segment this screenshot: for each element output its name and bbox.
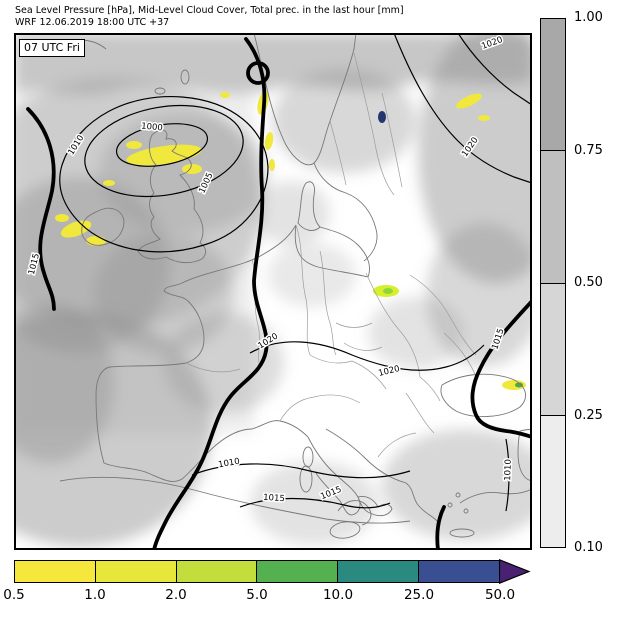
cloud-colorbar-segment: [541, 19, 565, 152]
cloud-colorbar-segment: [541, 415, 565, 547]
precip-colorbar: [14, 560, 500, 583]
coastlines: [59, 33, 532, 539]
precip-colorbar-tick: 25.0: [403, 587, 435, 603]
precip-colorbar-segment: [338, 561, 420, 582]
precip-colorbar-arrow: [499, 559, 531, 584]
precip-colorbar-tick: 2.0: [165, 587, 187, 603]
cloud-colorbar-segment: [541, 283, 565, 416]
precip-colorbar-tick: 5.0: [246, 587, 268, 603]
map-panel: 1010 1000 1005 1015 1020 1020 1020 1020 1015 1010…: [14, 33, 532, 550]
contour-label: 1020: [377, 364, 400, 379]
contour-label: 1010: [218, 457, 241, 471]
pressure-contours-thick: [26, 37, 532, 550]
map-border: [14, 33, 532, 550]
contour-label: 1000: [141, 122, 163, 134]
precip-colorbar-segment: [95, 561, 177, 582]
precip-colorbar-tick: 50.0: [484, 587, 516, 603]
precip-colorbar-segment: [176, 561, 258, 582]
country-borders: [185, 52, 477, 458]
cloud-colorbar-segment: [541, 151, 565, 284]
contour-label: 1010: [503, 459, 514, 481]
precip-colorbar-tick: 0.5: [3, 587, 25, 603]
valid-time-badge: 07 UTC Fri: [19, 39, 85, 57]
cloud-colorbar-tick: 0.75: [574, 142, 603, 158]
precip-colorbar-ticks: 0.5 1.0 2.0 5.0 10.0 25.0 50.0: [3, 587, 554, 605]
europe-map: 1010100010051015102010201020102010151010…: [14, 33, 532, 550]
figure-subtitle: WRF 12.06.2019 18:00 UTC +37: [15, 17, 170, 28]
precip-colorbar-tick: 10.0: [322, 587, 354, 603]
precip-colorbar-segment: [419, 561, 499, 582]
contour-label: 1015: [263, 493, 285, 504]
cloud-cover-layer: [14, 33, 532, 547]
precip-colorbar-tick: 1.0: [84, 587, 106, 603]
cloud-colorbar-tick: 0.50: [574, 275, 603, 290]
figure-title: Sea Level Pressure [hPa], Mid-Level Clou…: [15, 5, 404, 16]
precip-colorbar-segment: [257, 561, 339, 582]
precip-colorbar-segment: [15, 561, 96, 582]
cloud-cover-colorbar: [540, 18, 566, 548]
cloud-colorbar-tick: 0.10: [574, 540, 603, 555]
cloud-colorbar-tick: 0.25: [574, 407, 603, 423]
cloud-colorbar-tick: 1.00: [574, 10, 603, 25]
